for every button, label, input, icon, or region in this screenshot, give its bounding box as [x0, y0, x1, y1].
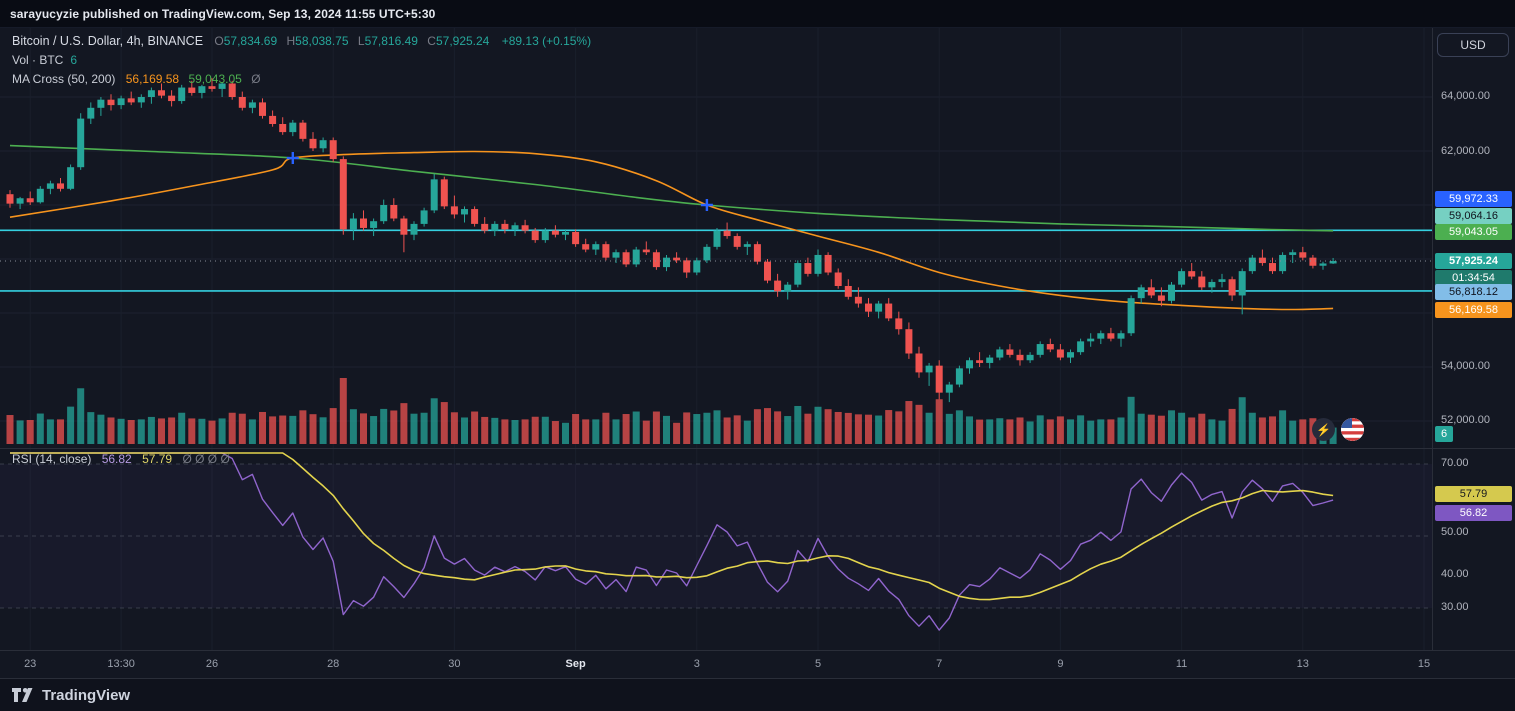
volume-badge: 6 [1435, 426, 1454, 442]
price-tick-62000: 62,000.00 [1441, 145, 1490, 157]
ma200-badge: 59,043.05 [1435, 224, 1512, 240]
low-label: L [357, 34, 365, 48]
volume-row[interactable]: Vol · BTC 6 [12, 51, 591, 70]
ma-cross-marker [286, 152, 299, 165]
price-tick-64000: 64,000.00 [1441, 90, 1490, 102]
hline-upper-badge: 59,064.16 [1435, 208, 1512, 224]
change-value: +89.13 (+0.15%) [501, 34, 592, 48]
time-tick: 9 [1057, 658, 1064, 670]
main-legend: Bitcoin / U.S. Dollar, 4h, BINANCE O57,8… [12, 32, 591, 89]
rsi-null-values: Ø Ø Ø Ø [182, 452, 230, 466]
time-tick: 11 [1175, 658, 1188, 670]
time-axis[interactable]: 23 13:30 26 28 30 Sep 3 5 7 9 11 13 15 [0, 650, 1515, 678]
ma-cross-label: MA Cross (50, 200) [12, 72, 116, 86]
ma200-value: 59,043.05 [188, 72, 242, 86]
ohlc-open: O57,834.69 [214, 34, 277, 48]
publish-text: sarayucyzie published on TradingView.com… [10, 6, 436, 21]
time-tick: Sep [565, 658, 586, 670]
alert-price-badge: 59,972.33 [1435, 191, 1512, 207]
rsi-ma-value: 57.79 [142, 452, 173, 466]
close-label: C [427, 34, 436, 48]
ma50-value: 56,169.58 [125, 72, 180, 86]
time-tick: 15 [1417, 658, 1431, 670]
rsi-badge: 56.82 [1435, 505, 1512, 521]
time-tick: 26 [205, 658, 219, 670]
rsi-tick-40: 40.00 [1441, 568, 1469, 580]
quick-actions: ⚡ [1312, 418, 1364, 441]
flag-button[interactable] [1341, 418, 1364, 441]
price-tick-54000: 54,000.00 [1441, 360, 1490, 372]
open-label: O [214, 34, 224, 48]
ma-cross-marker [700, 199, 713, 211]
rsi-tick-30: 30.00 [1441, 601, 1469, 613]
lightning-button[interactable]: ⚡ [1312, 418, 1335, 441]
low-value: 57,816.49 [364, 34, 418, 48]
tradingview-logo-icon[interactable] [12, 686, 34, 704]
time-tick: 13 [1296, 658, 1309, 670]
hlines-layer [0, 229, 1432, 292]
grid-layer [0, 28, 1432, 650]
ohlc-close: C57,925.24 [427, 34, 489, 48]
price-axis[interactable]: USD 64,000.00 62,000.00 54,000.00 52,000… [1432, 28, 1515, 650]
publish-bar: sarayucyzie published on TradingView.com… [0, 0, 1515, 28]
footer: TradingView [0, 678, 1515, 711]
time-tick: 5 [814, 658, 822, 670]
time-tick: 30 [448, 658, 461, 670]
rsi-label: RSI (14, close) [12, 452, 92, 466]
high-value: 58,038.75 [295, 34, 349, 48]
rsi-tick-50: 50.00 [1441, 526, 1469, 538]
candles-layer [0, 78, 1432, 403]
currency-toggle[interactable]: USD [1437, 33, 1509, 57]
time-tick: 28 [327, 658, 340, 670]
rsi-layer [10, 452, 1334, 631]
time-tick: 3 [693, 658, 700, 670]
rsi-ma-line [10, 452, 1334, 601]
rsi-value: 56.82 [101, 452, 132, 466]
flag-icon [1341, 418, 1364, 441]
rsi-line [10, 452, 1334, 631]
ma-cross-row[interactable]: MA Cross (50, 200) 56,169.58 59,043.05 Ø [12, 70, 591, 89]
volume-layer [6, 378, 1337, 444]
rsi-tick-70: 70.00 [1441, 457, 1469, 469]
ma50-badge: 56,169.58 [1435, 302, 1512, 318]
rsi-legend[interactable]: RSI (14, close) 56.82 57.79 Ø Ø Ø Ø [12, 452, 237, 466]
hline-lower-badge: 56,818.12 [1435, 284, 1512, 300]
rsi-ma-badge: 57.79 [1435, 486, 1512, 502]
cross-markers-layer [286, 152, 713, 211]
time-tick: 23 [24, 658, 37, 670]
symbol-title: Bitcoin / U.S. Dollar, 4h, BINANCE [12, 34, 204, 48]
time-tick: 13:30 [107, 658, 135, 670]
last-price-badge: 57,925.24 [1435, 253, 1512, 269]
ma-layer [9, 144, 1334, 311]
lightning-icon: ⚡ [1316, 422, 1331, 437]
high-label: H [286, 34, 296, 48]
brand-name[interactable]: TradingView [42, 686, 131, 704]
price-tick-52000: 52,000.00 [1441, 414, 1490, 426]
ma-null-value: Ø [251, 72, 261, 86]
volume-value: 6 [70, 53, 78, 67]
time-tick: 7 [936, 658, 943, 670]
ohlc-low: L57,816.49 [358, 34, 418, 48]
ohlc-high: H58,038.75 [286, 34, 348, 48]
countdown-badge: 01:34:54 [1435, 270, 1512, 286]
volume-label: Vol · BTC [12, 53, 64, 67]
close-value: 57,925.24 [435, 34, 490, 48]
symbol-row[interactable]: Bitcoin / U.S. Dollar, 4h, BINANCE O57,8… [12, 32, 591, 51]
open-value: 57,834.69 [223, 34, 278, 48]
